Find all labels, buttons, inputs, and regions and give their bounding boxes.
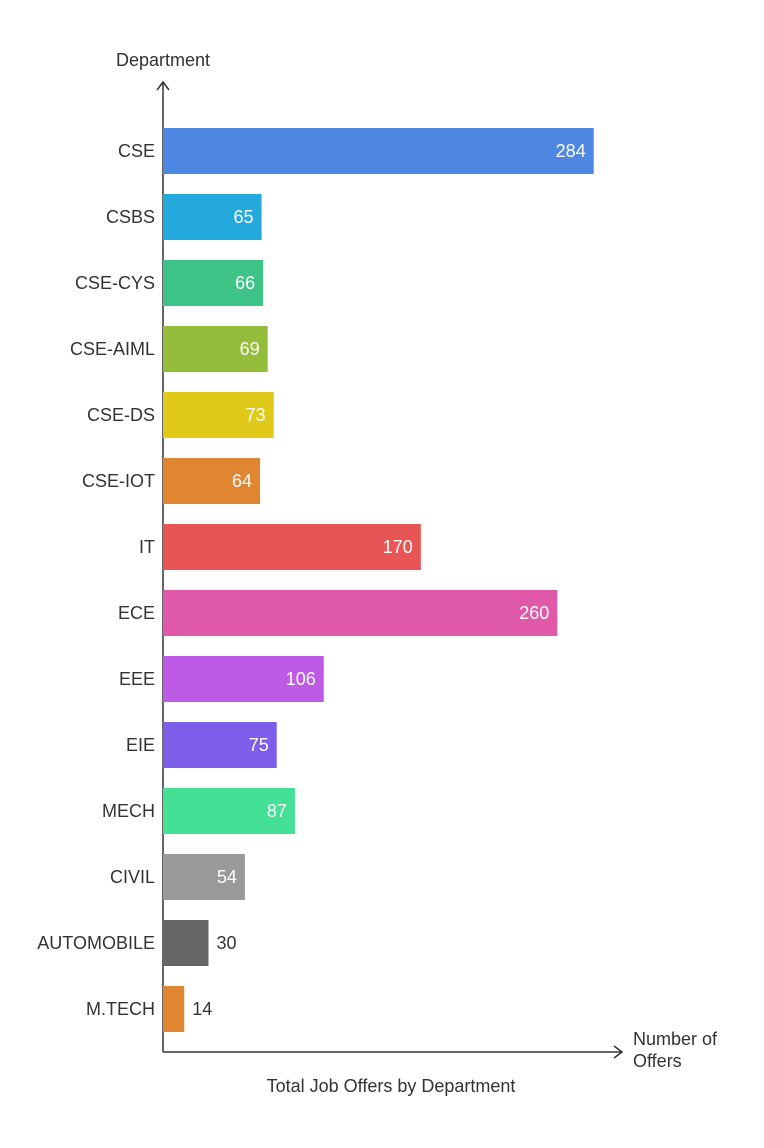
category-label: EEE xyxy=(119,669,155,689)
bar xyxy=(163,260,264,306)
value-label: 170 xyxy=(383,537,413,557)
x-axis-label: Number of Offers xyxy=(633,1029,718,1071)
category-label: CIVIL xyxy=(110,867,155,887)
category-label: CSE-CYS xyxy=(75,273,155,293)
bar xyxy=(163,458,261,504)
category-label: MECH xyxy=(102,801,155,821)
category-label: CSE xyxy=(118,141,155,161)
bar xyxy=(163,128,594,174)
category-label: M.TECH xyxy=(86,999,155,1019)
value-label: 54 xyxy=(217,867,237,887)
value-label: 66 xyxy=(235,273,255,293)
chart-title: Total Job Offers by Department xyxy=(267,1076,516,1096)
bar xyxy=(163,392,274,438)
bar xyxy=(163,326,268,372)
value-label: 14 xyxy=(192,999,212,1019)
y-axis-label: Department xyxy=(116,50,210,70)
value-label: 30 xyxy=(217,933,237,953)
bar xyxy=(163,194,262,240)
category-label: IT xyxy=(139,537,155,557)
bar xyxy=(163,590,558,636)
category-label: ECE xyxy=(118,603,155,623)
value-label: 65 xyxy=(234,207,254,227)
bar xyxy=(163,986,185,1032)
category-label: CSBS xyxy=(106,207,155,227)
value-label: 69 xyxy=(240,339,260,359)
bar xyxy=(163,524,421,570)
category-label: AUTOMOBILE xyxy=(37,933,155,953)
value-label: 87 xyxy=(267,801,287,821)
value-label: 106 xyxy=(286,669,316,689)
value-label: 260 xyxy=(519,603,549,623)
value-label: 75 xyxy=(249,735,269,755)
category-label: CSE-DS xyxy=(87,405,155,425)
category-label: EIE xyxy=(126,735,155,755)
bar xyxy=(163,920,209,966)
bar xyxy=(163,722,277,768)
category-label: CSE-AIML xyxy=(70,339,155,359)
category-label: CSE-IOT xyxy=(82,471,155,491)
value-label: 64 xyxy=(232,471,252,491)
bar xyxy=(163,788,295,834)
value-label: 73 xyxy=(246,405,266,425)
bar xyxy=(163,656,324,702)
value-label: 284 xyxy=(556,141,586,161)
bar xyxy=(163,854,245,900)
